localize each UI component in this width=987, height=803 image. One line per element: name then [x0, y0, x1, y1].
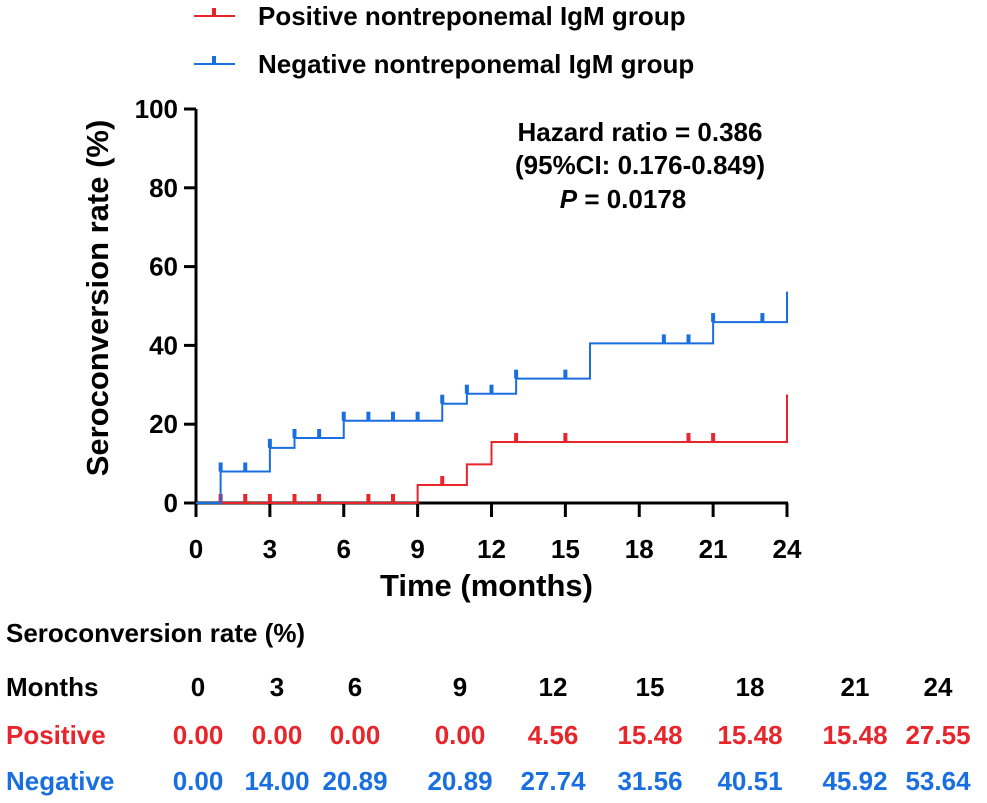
- negative-value-cell: 20.89: [322, 766, 388, 796]
- positive-value-cell: 4.56: [527, 720, 579, 750]
- table-negative-row: Negative 0.00 14.00 20.89 20.89 27.74 31…: [0, 766, 987, 800]
- negative-value-cell: 40.51: [717, 766, 783, 796]
- x-tick-label: 21: [699, 534, 728, 564]
- x-tick-label: 3: [263, 534, 277, 564]
- x-tick-label: 15: [551, 534, 580, 564]
- legend-label: Positive nontreponemal IgM group: [258, 1, 686, 31]
- positive-value-cell: 27.55: [905, 720, 971, 750]
- hazard-ratio-text: Hazard ratio = 0.386: [518, 117, 763, 147]
- table-header-row: Months 0 3 6 9 12 15 18 21 24: [0, 672, 987, 706]
- y-tick-label: 80: [149, 173, 178, 203]
- x-tick-label: 18: [625, 534, 654, 564]
- p-value: = 0.0178: [577, 184, 686, 214]
- table-positive-row: Positive 0.00 0.00 0.00 0.00 4.56 15.48 …: [0, 720, 987, 754]
- ci-text: (95%CI: 0.176-0.849): [515, 150, 765, 180]
- y-tick-label: 60: [149, 252, 178, 282]
- negative-value-cell: 20.89: [427, 766, 493, 796]
- p-value-text: P = 0.0178: [560, 184, 687, 214]
- positive-value-cell: 0.00: [251, 720, 303, 750]
- negative-value-cell: 14.00: [244, 766, 310, 796]
- month-cell: 21: [840, 672, 870, 702]
- y-tick-label: 100: [135, 94, 178, 124]
- y-tick-label: 40: [149, 330, 178, 360]
- p-symbol: P: [560, 184, 578, 214]
- series-line: [196, 394, 788, 504]
- x-tick-label: 12: [477, 534, 506, 564]
- month-cell: 9: [452, 672, 468, 702]
- month-cell: 12: [538, 672, 568, 702]
- positive-value-cell: 15.48: [822, 720, 888, 750]
- x-tick-label: 0: [189, 534, 203, 564]
- table-header-label: Months: [6, 672, 99, 702]
- table-title: Seroconversion rate (%): [6, 618, 306, 648]
- month-cell: 6: [347, 672, 363, 702]
- positive-value-cell: 0.00: [329, 720, 381, 750]
- negative-value-cell: 31.56: [617, 766, 683, 796]
- y-tick-label: 0: [164, 488, 178, 518]
- positive-row-label: Positive: [6, 720, 106, 750]
- negative-value-cell: 53.64: [905, 766, 971, 796]
- x-tick-label: 6: [337, 534, 351, 564]
- month-cell: 18: [735, 672, 765, 702]
- negative-value-cell: 0.00: [172, 766, 224, 796]
- x-tick-label: 24: [773, 534, 802, 564]
- negative-row-label: Negative: [6, 766, 115, 796]
- month-cell: 0: [190, 672, 206, 702]
- table-title-row: Seroconversion rate (%): [0, 618, 987, 652]
- positive-value-cell: 15.48: [617, 720, 683, 750]
- y-axis-label: Seroconversion rate (%): [80, 120, 115, 477]
- series-line: [196, 291, 788, 504]
- negative-value-cell: 45.92: [822, 766, 888, 796]
- legend-label: Negative nontreponemal IgM group: [258, 49, 694, 79]
- positive-value-cell: 0.00: [172, 720, 224, 750]
- month-cell: 15: [635, 672, 665, 702]
- x-axis-label: Time (months): [380, 568, 593, 603]
- seroconversion-table: Seroconversion rate (%) Months 0 3 6 9 1…: [0, 618, 987, 803]
- positive-value-cell: 0.00: [434, 720, 486, 750]
- month-cell: 3: [269, 672, 285, 702]
- positive-value-cell: 15.48: [717, 720, 783, 750]
- negative-value-cell: 27.74: [520, 766, 586, 796]
- y-tick-label: 20: [149, 409, 178, 439]
- survival-chart: 0 20 40 60 80 100 0 3 6 9 12 15 18 21 24 Time (months) S…: [80, 1, 802, 603]
- x-tick-label: 9: [410, 534, 424, 564]
- month-cell: 24: [923, 672, 953, 702]
